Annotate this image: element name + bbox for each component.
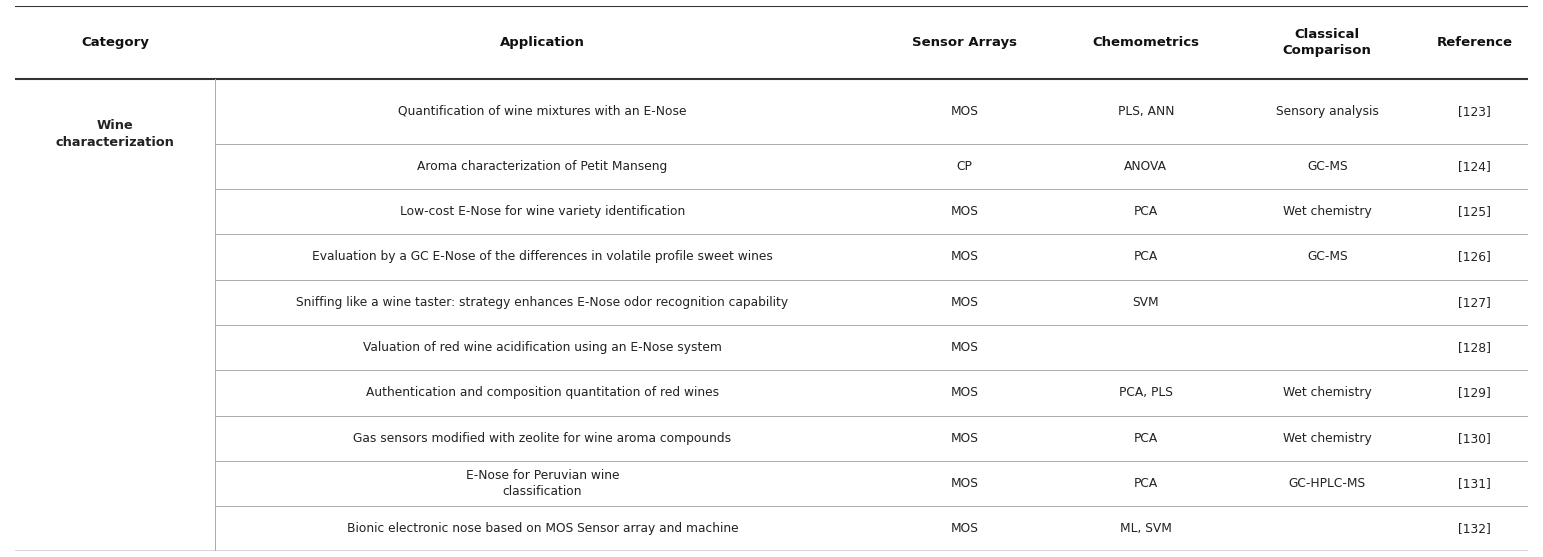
Text: MOS: MOS: [950, 341, 978, 354]
Text: Wet chemistry: Wet chemistry: [1282, 205, 1372, 218]
Text: [129]: [129]: [1458, 387, 1491, 399]
Text: Gas sensors modified with zeolite for wine aroma compounds: Gas sensors modified with zeolite for wi…: [353, 432, 731, 444]
Text: MOS: MOS: [950, 477, 978, 490]
Text: Reference: Reference: [1437, 36, 1512, 49]
Text: PCA: PCA: [1134, 477, 1157, 490]
Text: Category: Category: [82, 36, 150, 49]
Text: PCA: PCA: [1134, 205, 1157, 218]
Text: [124]: [124]: [1458, 160, 1491, 173]
Text: PCA: PCA: [1134, 251, 1157, 263]
Text: ANOVA: ANOVA: [1125, 160, 1167, 173]
Text: [127]: [127]: [1458, 296, 1491, 309]
Text: MOS: MOS: [950, 205, 978, 218]
Text: [131]: [131]: [1458, 477, 1491, 490]
Text: Evaluation by a GC E-Nose of the differences in volatile profile sweet wines: Evaluation by a GC E-Nose of the differe…: [312, 251, 773, 263]
Text: Authentication and composition quantitation of red wines: Authentication and composition quantitat…: [366, 387, 719, 399]
Text: Chemometrics: Chemometrics: [1092, 36, 1199, 49]
Text: [126]: [126]: [1458, 251, 1491, 263]
Text: Sensory analysis: Sensory analysis: [1276, 105, 1378, 118]
Text: MOS: MOS: [950, 296, 978, 309]
Text: [128]: [128]: [1458, 341, 1491, 354]
Text: GC-HPLC-MS: GC-HPLC-MS: [1288, 477, 1366, 490]
Text: [125]: [125]: [1458, 205, 1491, 218]
Text: ML, SVM: ML, SVM: [1120, 522, 1171, 535]
Text: PCA: PCA: [1134, 432, 1157, 444]
Text: Sniffing like a wine taster: strategy enhances E-Nose odor recognition capabilit: Sniffing like a wine taster: strategy en…: [296, 296, 788, 309]
Text: MOS: MOS: [950, 387, 978, 399]
Text: MOS: MOS: [950, 105, 978, 118]
Text: Application: Application: [500, 36, 585, 49]
Text: Classical
Comparison: Classical Comparison: [1282, 28, 1372, 57]
Text: [132]: [132]: [1458, 522, 1491, 535]
Text: Wet chemistry: Wet chemistry: [1282, 432, 1372, 444]
Text: E-Nose for Peruvian wine
classification: E-Nose for Peruvian wine classification: [466, 469, 619, 498]
Text: MOS: MOS: [950, 522, 978, 535]
Text: Bionic electronic nose based on MOS Sensor array and machine: Bionic electronic nose based on MOS Sens…: [347, 522, 738, 535]
Text: GC-MS: GC-MS: [1307, 251, 1347, 263]
Text: [123]: [123]: [1458, 105, 1491, 118]
Text: Low-cost E-Nose for wine variety identification: Low-cost E-Nose for wine variety identif…: [400, 205, 685, 218]
Text: Wet chemistry: Wet chemistry: [1282, 387, 1372, 399]
Text: SVM: SVM: [1133, 296, 1159, 309]
Text: CP: CP: [957, 160, 972, 173]
Text: Aroma characterization of Petit Manseng: Aroma characterization of Petit Manseng: [417, 160, 668, 173]
Text: PLS, ANN: PLS, ANN: [1117, 105, 1174, 118]
Text: Valuation of red wine acidification using an E-Nose system: Valuation of red wine acidification usin…: [363, 341, 722, 354]
Text: Quantification of wine mixtures with an E-Nose: Quantification of wine mixtures with an …: [398, 105, 687, 118]
Text: Sensor Arrays: Sensor Arrays: [912, 36, 1017, 49]
Text: GC-MS: GC-MS: [1307, 160, 1347, 173]
Text: MOS: MOS: [950, 251, 978, 263]
Text: Wine
characterization: Wine characterization: [56, 119, 174, 149]
Text: MOS: MOS: [950, 432, 978, 444]
Text: PCA, PLS: PCA, PLS: [1119, 387, 1173, 399]
Text: [130]: [130]: [1458, 432, 1491, 444]
